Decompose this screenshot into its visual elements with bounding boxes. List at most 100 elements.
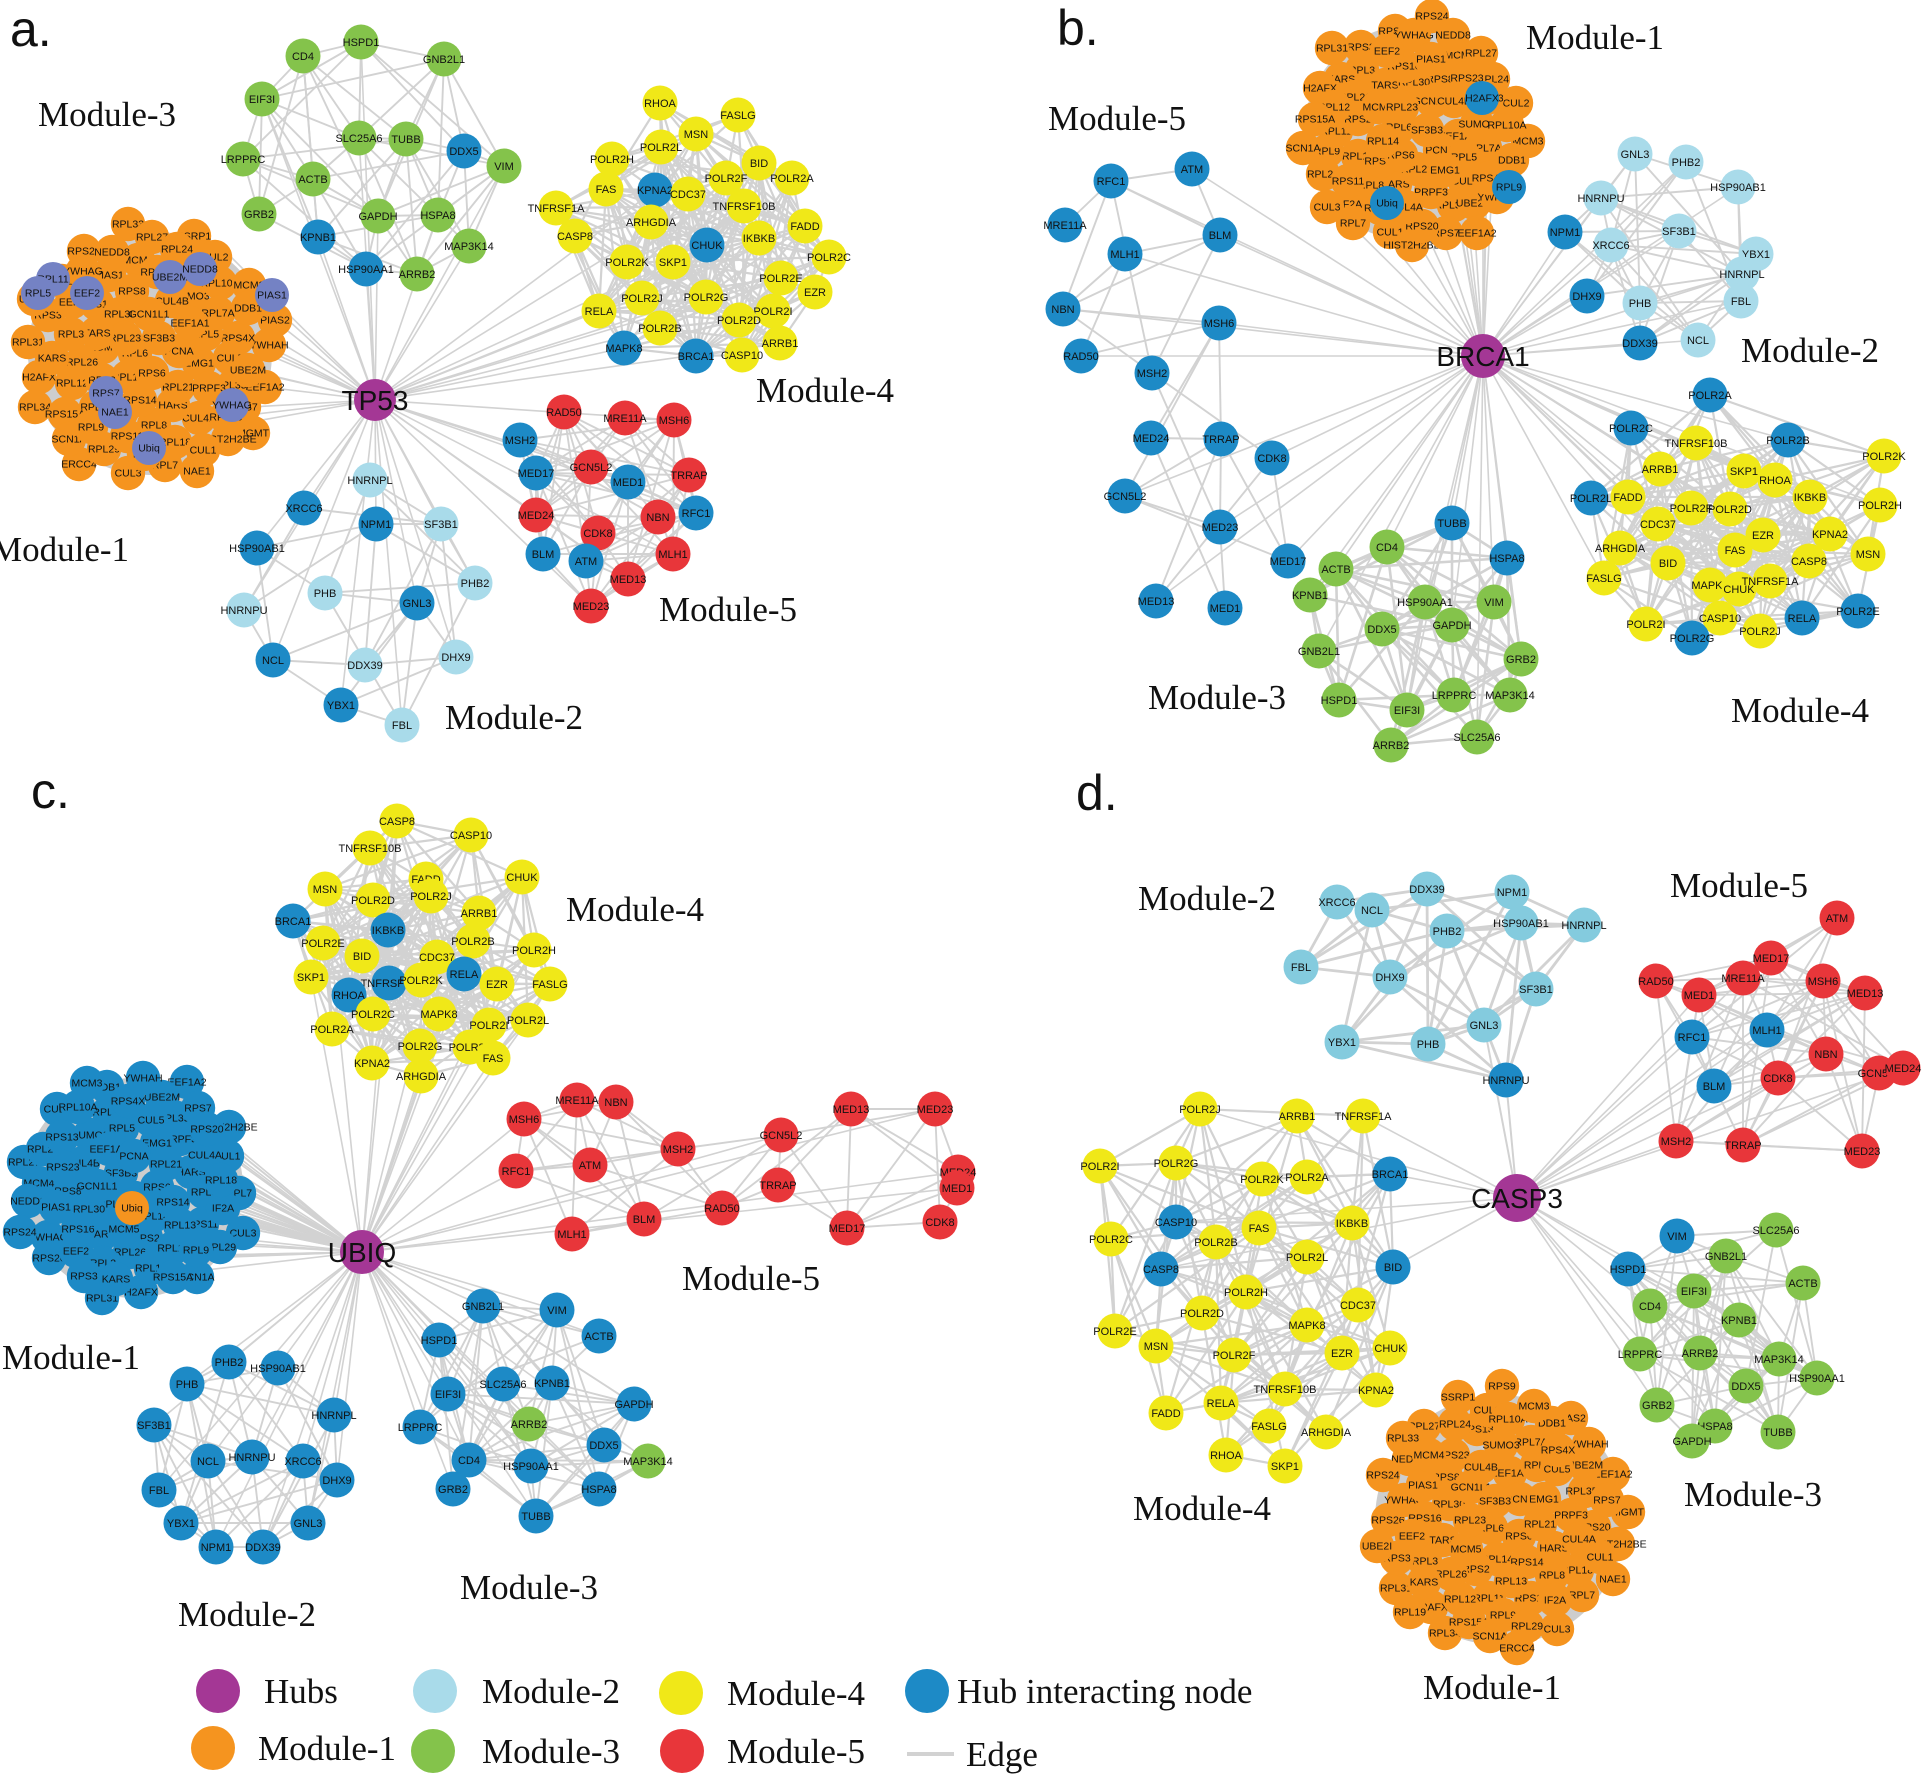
svg-text:HSP90AB1: HSP90AB1: [229, 543, 285, 555]
svg-text:Module-5: Module-5: [659, 590, 797, 629]
svg-text:RPS23: RPS23: [1450, 73, 1483, 85]
svg-text:RPL23: RPL23: [1454, 1515, 1486, 1527]
svg-text:RPL7A: RPL7A: [201, 308, 234, 320]
svg-text:NCL: NCL: [1361, 905, 1383, 917]
svg-text:PIAS1: PIAS1: [1416, 54, 1446, 66]
svg-text:ATM: ATM: [1181, 164, 1203, 176]
svg-text:CD4: CD4: [1639, 1301, 1661, 1313]
svg-text:MED23: MED23: [573, 601, 610, 613]
svg-text:BRCA1: BRCA1: [1436, 341, 1529, 372]
svg-text:LRPPRC: LRPPRC: [398, 1422, 443, 1434]
svg-text:POLR2J: POLR2J: [621, 293, 663, 305]
svg-text:Ubiq: Ubiq: [121, 1203, 143, 1215]
svg-text:POLR2A: POLR2A: [1285, 1172, 1329, 1184]
svg-text:BLM: BLM: [1703, 1081, 1726, 1093]
svg-text:H2AFX: H2AFX: [22, 372, 56, 384]
svg-text:PHB: PHB: [314, 588, 337, 600]
svg-text:HSPA8: HSPA8: [420, 210, 455, 222]
svg-text:RPS11: RPS11: [1332, 176, 1365, 188]
svg-text:MAPK8: MAPK8: [420, 1009, 457, 1021]
svg-text:RPS3: RPS3: [1347, 42, 1375, 54]
svg-text:UBE2M: UBE2M: [230, 365, 266, 377]
svg-text:CD4: CD4: [292, 51, 314, 63]
svg-text:ARRB2: ARRB2: [1373, 740, 1410, 752]
svg-text:RPL24: RPL24: [161, 244, 193, 256]
svg-text:YBX1: YBX1: [1742, 249, 1770, 261]
svg-text:RPL26: RPL26: [114, 1247, 146, 1259]
svg-text:XRCC6: XRCC6: [285, 503, 322, 515]
svg-text:MED1: MED1: [613, 477, 644, 489]
svg-text:DDX39: DDX39: [1622, 338, 1657, 350]
svg-text:GCN1L1: GCN1L1: [129, 309, 170, 321]
svg-text:RELA: RELA: [1788, 613, 1817, 625]
svg-text:NPM1: NPM1: [1550, 227, 1581, 239]
svg-text:POLR2A: POLR2A: [770, 173, 814, 185]
svg-text:PIAS2: PIAS2: [260, 315, 290, 327]
svg-text:RELA: RELA: [450, 969, 479, 981]
svg-text:Module-5: Module-5: [1670, 866, 1808, 905]
svg-text:GRB2: GRB2: [1506, 654, 1536, 666]
svg-text:MSN: MSN: [1856, 549, 1881, 561]
svg-text:CASP10: CASP10: [450, 830, 492, 842]
svg-text:SKP1: SKP1: [659, 257, 687, 269]
svg-text:TNFRSF1A: TNFRSF1A: [1335, 1111, 1393, 1123]
svg-text:Module-2: Module-2: [482, 1672, 620, 1711]
svg-text:UBIQ: UBIQ: [328, 1237, 396, 1268]
svg-text:RFC1: RFC1: [1097, 176, 1126, 188]
svg-text:RPL9: RPL9: [1490, 1610, 1516, 1622]
svg-text:RPS24: RPS24: [1366, 1470, 1399, 1482]
svg-text:Module-2: Module-2: [1741, 331, 1879, 370]
svg-text:GNB2L1: GNB2L1: [462, 1301, 504, 1313]
svg-text:UBE2M: UBE2M: [152, 272, 188, 284]
svg-text:VIM: VIM: [1667, 1231, 1687, 1243]
svg-text:POLR2H: POLR2H: [1224, 1287, 1268, 1299]
svg-text:FASLG: FASLG: [1251, 1421, 1286, 1433]
svg-text:HNRNPL: HNRNPL: [311, 1410, 356, 1422]
svg-text:HSP90AB1: HSP90AB1: [1710, 182, 1766, 194]
svg-text:HSP90AB1: HSP90AB1: [250, 1363, 306, 1375]
svg-text:MED17: MED17: [829, 1223, 866, 1235]
svg-text:RPS15A: RPS15A: [45, 409, 85, 421]
svg-text:Hub interacting node: Hub interacting node: [957, 1672, 1252, 1711]
svg-text:RPS20: RPS20: [1405, 221, 1438, 233]
svg-text:CUL1: CUL1: [1587, 1552, 1614, 1564]
svg-text:CUL3: CUL3: [115, 468, 142, 480]
svg-text:RPS23: RPS23: [46, 1162, 79, 1174]
svg-text:HNRNPU: HNRNPU: [228, 1452, 275, 1464]
svg-text:MSH2: MSH2: [663, 1144, 694, 1156]
svg-text:RPS4X: RPS4X: [111, 1096, 145, 1108]
svg-text:RPL21: RPL21: [150, 1159, 182, 1171]
svg-text:XRCC6: XRCC6: [1592, 240, 1629, 252]
svg-text:PRPF3: PRPF3: [1414, 187, 1448, 199]
svg-text:RPL34: RPL34: [19, 402, 51, 414]
svg-text:MAP3K14: MAP3K14: [1754, 1354, 1804, 1366]
svg-text:ACTB: ACTB: [1788, 1278, 1817, 1290]
svg-text:H2AFX: H2AFX: [1465, 93, 1499, 105]
svg-text:RPS7: RPS7: [1593, 1495, 1621, 1507]
svg-text:RPL18: RPL18: [205, 1175, 237, 1187]
svg-text:CDK8: CDK8: [925, 1217, 954, 1229]
svg-text:CDK8: CDK8: [1257, 453, 1286, 465]
svg-text:RPS6: RPS6: [138, 368, 166, 380]
svg-text:TARS: TARS: [83, 328, 110, 340]
svg-text:POLR2L: POLR2L: [507, 1015, 549, 1027]
svg-text:RAD50: RAD50: [1638, 976, 1673, 988]
svg-text:EMG1: EMG1: [1529, 1494, 1559, 1506]
svg-text:SUMO3: SUMO3: [1458, 119, 1496, 131]
svg-text:LRPPRC: LRPPRC: [1432, 690, 1477, 702]
svg-text:Module-4: Module-4: [727, 1674, 865, 1713]
svg-text:MRE11A: MRE11A: [555, 1095, 599, 1107]
svg-text:POLR2A: POLR2A: [1688, 390, 1732, 402]
svg-text:Module-3: Module-3: [1684, 1475, 1822, 1514]
svg-text:MAP3K14: MAP3K14: [1485, 690, 1535, 702]
svg-text:MCM4: MCM4: [1414, 1450, 1445, 1462]
svg-text:SKP1: SKP1: [1271, 1461, 1299, 1473]
svg-text:RPL18: RPL18: [159, 437, 191, 449]
svg-text:ARHGDIA: ARHGDIA: [396, 1071, 447, 1083]
svg-text:EEF2: EEF2: [1399, 1531, 1425, 1543]
svg-text:FADD: FADD: [790, 221, 819, 233]
svg-text:HSP90AA1: HSP90AA1: [1397, 597, 1453, 609]
svg-text:b.: b.: [1057, 0, 1099, 56]
svg-text:PRPF3: PRPF3: [192, 383, 226, 395]
svg-text:MED13: MED13: [610, 574, 647, 586]
